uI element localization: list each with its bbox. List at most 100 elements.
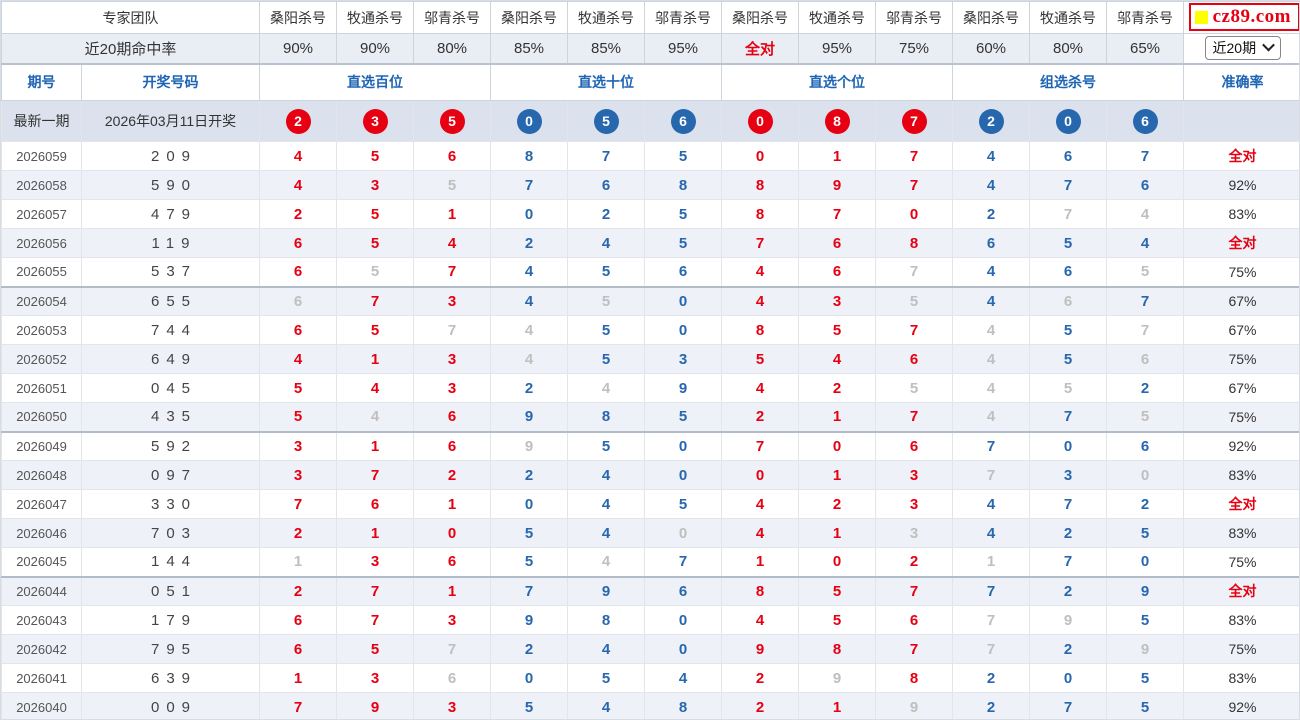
- kill-number-cell: 0: [644, 518, 722, 548]
- draw-numbers-cell: 009: [81, 692, 260, 719]
- latest-number-badge: 3: [362, 108, 388, 134]
- kill-number-cell: 6: [1106, 170, 1184, 200]
- latest-number-badge: 5: [593, 108, 619, 134]
- draw-column-header: 开奖号码: [81, 62, 260, 101]
- kill-number-cell: 1: [413, 576, 491, 606]
- kill-number-cell: 6: [644, 257, 722, 288]
- kill-number-cell: 7: [952, 576, 1030, 606]
- kill-number-cell: 2: [490, 373, 568, 403]
- hit-rate-value: 95%: [821, 39, 853, 57]
- kill-number-cell: 6: [952, 228, 1030, 258]
- kill-number-cell: 2: [721, 663, 799, 693]
- accuracy-cell: 全对: [1183, 489, 1299, 519]
- issue-cell: 2026052: [1, 344, 82, 374]
- kill-number-cell: 5: [336, 199, 414, 229]
- hit-rate-value: 90%: [359, 39, 391, 57]
- accuracy-cell: 67%: [1183, 286, 1299, 316]
- kill-number-cell: 2: [875, 547, 953, 578]
- draw-numbers-cell: 537: [81, 257, 260, 288]
- kill-number-cell: 7: [336, 286, 414, 316]
- expert-column-header: 桑阳杀号: [490, 1, 568, 34]
- kill-number-cell: 8: [490, 141, 568, 171]
- hit-rate-value: 65%: [1129, 39, 1161, 57]
- kill-number-cell: 4: [952, 141, 1030, 171]
- kill-number-cell: 5: [798, 315, 876, 345]
- table-row: 2026050 435 5 4 6 9 8 5 2 1 7 4 7 5 75%: [1, 402, 1299, 433]
- logo-yellow-square-icon: [1194, 10, 1208, 24]
- kill-number-cell: 8: [875, 228, 953, 258]
- kill-number-cell: 7: [952, 605, 1030, 635]
- kill-number-cell: 4: [490, 257, 568, 288]
- kill-number-cell: 2: [798, 373, 876, 403]
- kill-number-cell: 2: [567, 199, 645, 229]
- range-dropdown[interactable]: 近20期: [1204, 36, 1281, 61]
- issue-cell: 2026055: [1, 257, 82, 288]
- expert-column-header: 牧通杀号: [336, 1, 414, 34]
- kill-number-cell: 5: [1106, 663, 1184, 693]
- kill-number-cell: 3: [875, 460, 953, 490]
- kill-number-cell: 6: [798, 228, 876, 258]
- kill-number-cell: 4: [721, 489, 799, 519]
- kill-number-cell: 6: [259, 286, 337, 316]
- position-group-header: 直选个位: [721, 62, 953, 101]
- kill-number-cell: 6: [1106, 431, 1184, 461]
- range-select-cell: 近20期: [1183, 33, 1299, 64]
- table-row: 2026057 479 2 5 1 0 2 5 8 7 0 2 7 4 83%: [1, 199, 1299, 229]
- kill-number-cell: 5: [644, 141, 722, 171]
- kill-number-cell: 6: [567, 170, 645, 200]
- kill-number-cell: 7: [1106, 315, 1184, 345]
- kill-number-cell: 7: [1029, 692, 1107, 719]
- kill-number-cell: 6: [1029, 286, 1107, 316]
- kill-number-cell: 6: [1029, 141, 1107, 171]
- kill-number-cell: 4: [1106, 199, 1184, 229]
- draw-numbers-cell: 209: [81, 141, 260, 171]
- kill-number-cell: 0: [1029, 663, 1107, 693]
- kill-number-cell: 5: [336, 315, 414, 345]
- hit-rate-cell: 85%: [567, 33, 645, 64]
- accuracy-cell: 92%: [1183, 170, 1299, 200]
- kill-number-cell: 6: [413, 431, 491, 461]
- kill-number-cell: 7: [721, 431, 799, 461]
- kill-number-cell: 0: [490, 663, 568, 693]
- kill-number-cell: 4: [721, 286, 799, 316]
- issue-cell: 2026058: [1, 170, 82, 200]
- kill-number-cell: 5: [490, 518, 568, 548]
- table-row: 2026059 209 4 5 6 8 7 5 0 1 7 4 6 7 全对: [1, 141, 1299, 171]
- table-row: 2026042 795 6 5 7 2 4 0 9 8 7 7 2 9 75%: [1, 634, 1299, 664]
- kill-number-cell: 0: [644, 634, 722, 664]
- kill-number-cell: 5: [259, 373, 337, 403]
- kill-number-cell: 4: [952, 518, 1030, 548]
- kill-number-cell: 5: [336, 257, 414, 288]
- kill-number-cell: 7: [490, 170, 568, 200]
- expert-header-row: 专家团队 桑阳杀号 牧通杀号 邬青杀号 桑阳杀号 牧通杀号 邬青杀号 桑阳杀号 牧通杀号 邬青杀…: [1, 1, 1299, 34]
- kill-number-cell: 7: [1029, 170, 1107, 200]
- kill-number-cell: 4: [952, 286, 1030, 316]
- kill-number-cell: 2: [1106, 489, 1184, 519]
- kill-number-cell: 9: [490, 402, 568, 433]
- cz89-logo[interactable]: cz89.com: [1188, 3, 1299, 31]
- kill-number-cell: 8: [644, 692, 722, 719]
- draw-numbers-cell: 649: [81, 344, 260, 374]
- logo-cell: cz89.com: [1183, 1, 1299, 34]
- kill-number-cell: 7: [259, 692, 337, 719]
- hit-rate-cell: 85%: [490, 33, 568, 64]
- kill-number-cell: 3: [336, 663, 414, 693]
- kill-number-cell: 2: [490, 634, 568, 664]
- table-row: 2026054 655 6 7 3 4 5 0 4 3 5 4 6 7 67%: [1, 286, 1299, 316]
- latest-number-badge: 0: [747, 108, 773, 134]
- expert-column-header: 牧通杀号: [567, 1, 645, 34]
- kill-number-cell: 9: [1029, 605, 1107, 635]
- kill-number-cell: 0: [721, 460, 799, 490]
- kill-number-cell: 5: [336, 228, 414, 258]
- latest-number-cell: 2: [259, 100, 337, 142]
- team-label: 专家团队: [1, 1, 260, 34]
- kill-number-cell: 5: [644, 489, 722, 519]
- issue-cell: 2026046: [1, 518, 82, 548]
- accuracy-cell: 全对: [1183, 576, 1299, 606]
- issue-column-header: 期号: [1, 62, 82, 101]
- kill-number-cell: 7: [1029, 199, 1107, 229]
- kill-number-cell: 4: [336, 373, 414, 403]
- kill-number-cell: 0: [644, 431, 722, 461]
- kill-number-cell: 8: [567, 402, 645, 433]
- kill-number-cell: 0: [644, 315, 722, 345]
